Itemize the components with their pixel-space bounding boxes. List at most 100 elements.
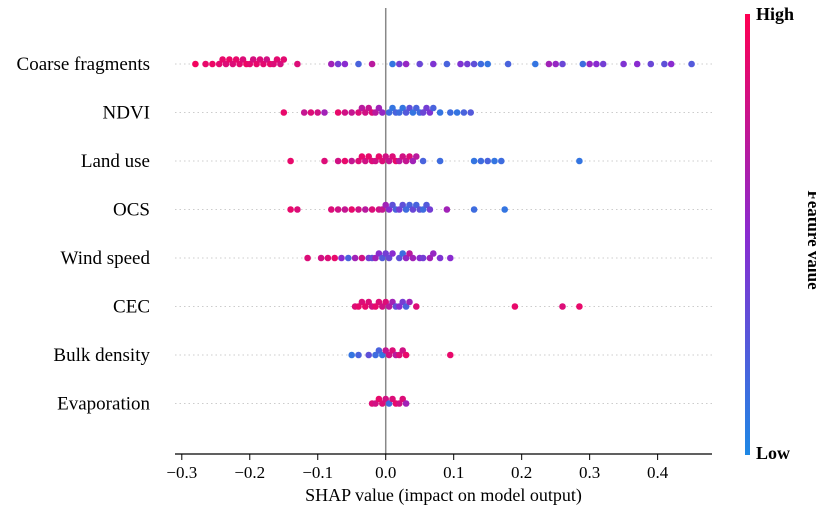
shap-point <box>447 109 454 116</box>
feature-label: Coarse fragments <box>17 54 150 75</box>
shap-point <box>341 60 349 68</box>
colorbar: High Low Feature value <box>745 4 816 463</box>
shap-point <box>375 153 383 160</box>
shap-point <box>413 153 420 160</box>
shap-point <box>464 60 471 68</box>
shap-point <box>385 109 393 116</box>
x-tick-label: 0.1 <box>443 463 464 482</box>
shap-point <box>379 303 386 310</box>
x-axis-title: SHAP value (impact on model output) <box>305 485 582 506</box>
shap-point <box>328 60 335 68</box>
shap-point <box>426 109 434 116</box>
shap-point <box>576 303 583 310</box>
shap-point <box>396 351 403 359</box>
shap-point <box>443 60 451 68</box>
shap-point <box>419 254 427 262</box>
shap-point <box>470 157 478 165</box>
shap-point <box>423 201 430 209</box>
shap-point <box>334 109 342 116</box>
shap-point <box>362 157 369 165</box>
shap-points <box>192 56 695 407</box>
shap-point <box>362 303 369 310</box>
colorbar-high-label: High <box>756 4 794 24</box>
shap-point <box>396 206 403 213</box>
x-tick-label: 0.2 <box>511 463 532 482</box>
shap-point <box>504 60 512 68</box>
shap-point <box>593 60 600 68</box>
shap-point <box>294 206 301 213</box>
shap-point <box>385 303 393 310</box>
shap-point <box>307 109 315 116</box>
shap-point <box>385 351 393 359</box>
x-axis-ticks: −0.3 −0.2 −0.1 0.0 0.1 0.2 0.3 0.4 <box>166 454 669 482</box>
shap-point <box>372 400 379 407</box>
shap-point <box>406 153 413 160</box>
feature-label: CEC <box>113 297 150 318</box>
shap-point <box>620 60 627 68</box>
shap-point <box>409 254 417 262</box>
shap-point <box>413 104 420 112</box>
colorbar-gradient <box>745 14 750 455</box>
feature-label: Evaporation <box>57 394 150 415</box>
shap-point <box>501 206 509 213</box>
shap-point <box>389 298 396 306</box>
shap-point <box>249 56 257 63</box>
shap-point <box>209 60 216 68</box>
shap-point <box>385 206 393 213</box>
x-tick-label: −0.3 <box>166 463 197 482</box>
feature-row-gridlines <box>175 63 712 404</box>
shap-point <box>552 60 559 68</box>
shap-point <box>633 60 641 68</box>
shap-point <box>436 254 444 262</box>
shap-point <box>222 60 230 68</box>
shap-point <box>348 109 356 116</box>
shap-point <box>355 109 362 116</box>
shap-point <box>382 347 390 354</box>
shap-point <box>382 201 390 209</box>
shap-point <box>287 206 294 213</box>
x-tick-label: 0.4 <box>647 463 669 482</box>
shap-point <box>365 104 373 112</box>
shap-point <box>419 109 427 116</box>
feature-label: Wind speed <box>61 248 151 269</box>
shap-point <box>406 201 413 209</box>
shap-point <box>334 60 342 68</box>
shap-point <box>375 347 383 354</box>
shap-point <box>294 60 301 68</box>
shap-point <box>396 157 403 165</box>
x-tick-label: 0.3 <box>579 463 600 482</box>
shap-point <box>372 254 379 262</box>
shap-point <box>341 206 349 213</box>
shap-point <box>470 206 478 213</box>
shap-point <box>375 298 383 306</box>
shap-point <box>385 157 393 165</box>
shap-point <box>409 206 417 213</box>
shap-point <box>379 400 386 407</box>
shap-point <box>647 60 655 68</box>
shap-point <box>382 395 390 403</box>
shap-point <box>229 60 237 68</box>
shap-point <box>399 250 407 257</box>
shap-point <box>375 104 383 112</box>
shap-point <box>419 206 427 213</box>
shap-point <box>239 56 247 63</box>
shap-point <box>368 206 376 213</box>
shap-point <box>470 60 478 68</box>
shap-point <box>576 157 583 165</box>
shap-point <box>321 157 328 165</box>
shap-point <box>385 254 393 262</box>
shap-point <box>396 400 403 407</box>
shap-point <box>379 157 386 165</box>
shap-point <box>559 60 566 68</box>
shap-point <box>338 254 345 262</box>
shap-point <box>348 206 356 213</box>
shap-point <box>314 109 322 116</box>
shap-point <box>372 303 379 310</box>
shap-point <box>477 157 485 165</box>
colorbar-title: Feature value <box>804 190 816 290</box>
shap-point <box>348 351 356 359</box>
shap-point <box>365 153 373 160</box>
shap-point <box>396 60 403 68</box>
shap-point <box>232 56 240 63</box>
shap-point <box>389 153 396 160</box>
